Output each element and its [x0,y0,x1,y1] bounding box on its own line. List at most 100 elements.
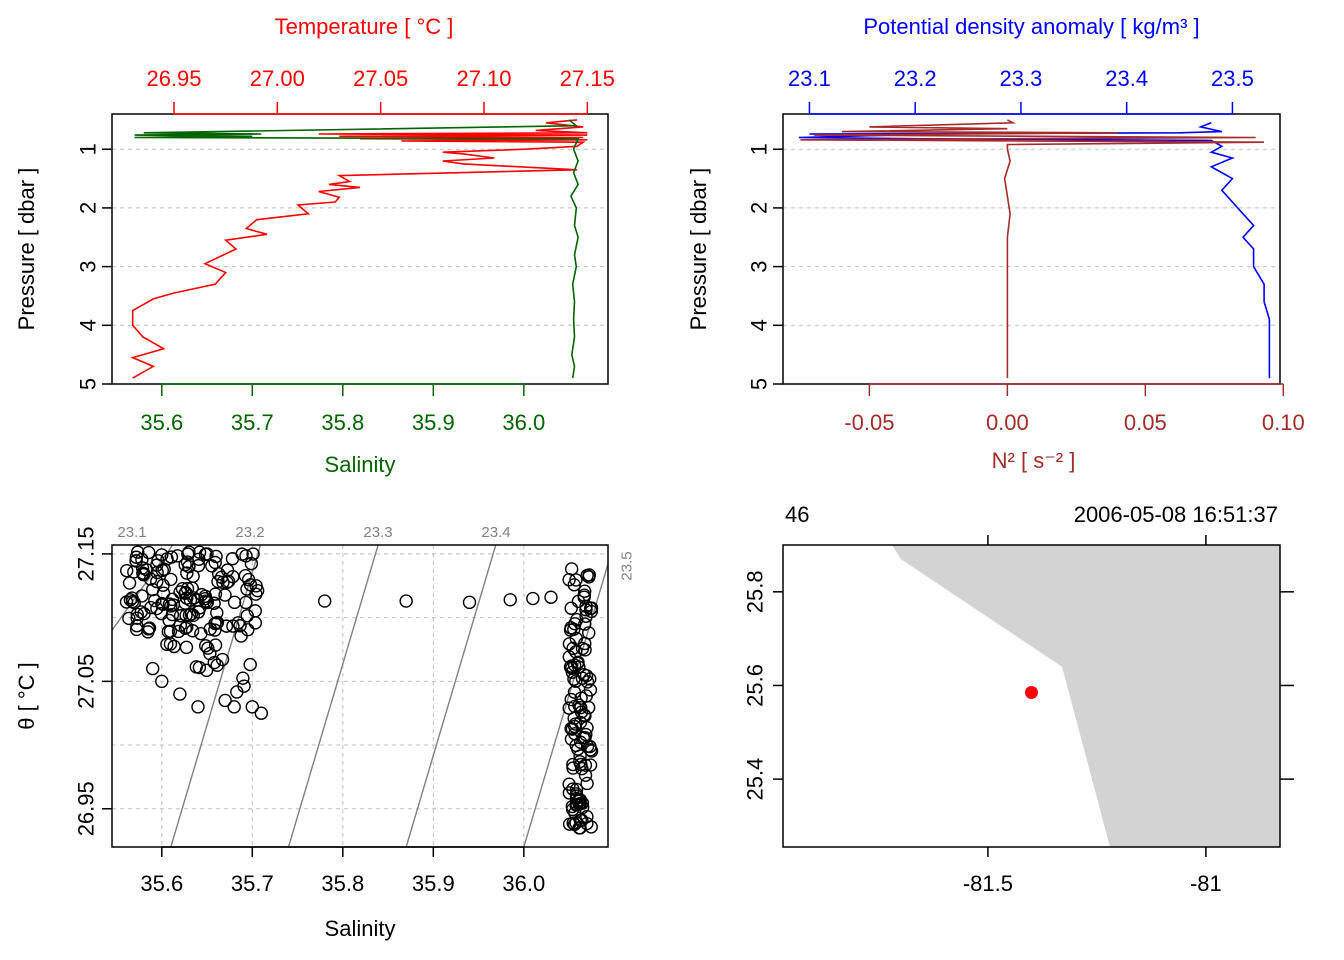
ts-point [164,572,178,587]
ts-point [171,624,186,639]
y-tick-label: 25.6 [743,664,768,707]
ts-point [130,607,144,622]
ts-point [226,569,240,584]
ts-point [565,661,579,675]
ts-point [562,573,576,587]
ts-point [569,645,583,659]
ts-point [180,566,194,580]
x-tick-label: -81 [1190,871,1222,896]
ts-point [173,687,187,701]
bottom-axis-title: N² [ s⁻² ] [992,448,1076,473]
ts-point [576,800,590,815]
ts-point [218,588,232,602]
ts-point [120,563,134,578]
top-tick-label: 23.3 [1000,66,1043,91]
ts-point [127,565,141,579]
ts-point [234,629,248,643]
ts-point [122,611,136,626]
ts-point [131,545,145,559]
y-tick-label: 4 [76,319,101,331]
ts-point [156,597,170,611]
salinity-profile-line [134,119,580,379]
y-axis-title: Pressure [ dbar ] [686,168,711,331]
ts-point [579,689,593,703]
ts-point [185,624,200,638]
y-tick-label: 25.8 [743,570,768,613]
ts-point [318,594,332,608]
y-tick-label: 27.05 [74,654,99,709]
ts-point [208,555,222,570]
ts-point [130,611,144,625]
ts-point [572,698,586,713]
isopycnal-label: 23.3 [363,524,392,541]
ts-point [579,668,594,683]
ts-point [566,757,580,772]
ts-point [573,749,587,763]
ts-point [243,657,257,672]
ts-point [180,581,195,596]
ts-point [173,609,188,623]
ts-point [238,568,253,583]
y-axis-title: Pressure [ dbar ] [14,168,39,331]
ts-point [580,809,594,824]
ts-point [239,549,253,563]
ts-point [583,672,597,686]
y-tick-label: 3 [747,260,772,272]
ts-point [562,786,577,800]
ts-point [231,616,245,630]
station-marker [1025,685,1038,699]
y-tick-label: 2 [76,202,101,214]
isopycnal-line [287,545,379,847]
ts-point [578,617,592,631]
ts-point [122,576,137,590]
y-tick-label: 1 [76,143,101,155]
ts-point [562,817,577,831]
y-tick-label: 1 [747,143,772,155]
top-tick-label: 23.1 [788,66,831,91]
y-tick-label: 3 [76,260,101,272]
ts-point [462,595,477,610]
ts-point [150,565,164,580]
ts-point [191,700,205,714]
ts-point [210,606,224,620]
ts-point [575,641,590,656]
bottom-tick-label: 35.8 [321,410,364,435]
isopycnal-label: 23.1 [117,524,146,541]
bottom-tick-label: -0.05 [844,410,894,435]
ts-point [566,802,580,817]
ts-point [575,761,589,776]
x-tick-label: 35.9 [412,871,455,896]
ts-diagram-panel: 23.1 23.2 23.3 23.4 23.5 35.6 35.7 35.8 35.9 36.0… [14,524,635,941]
ts-point [141,625,155,639]
x-tick-label: 35.6 [140,871,183,896]
isopycnal-label: 23.2 [235,524,264,541]
ts-point [544,590,558,604]
ts-point [566,641,580,656]
top-tick-label: 27.15 [560,66,615,91]
ts-point [203,646,217,661]
top-tick-label: 27.05 [353,66,408,91]
ts-point [167,639,181,654]
ts-point [184,607,199,621]
ts-point [227,700,241,714]
ts-point [199,639,213,653]
ts-point [245,700,259,714]
isopycnal-line [112,545,174,631]
y-tick-label: 4 [747,319,772,331]
ts-point [248,616,263,630]
ts-point [578,584,592,598]
ts-point [573,715,588,730]
map-frame [782,544,1281,848]
ts-point [575,796,590,810]
ts-point [233,619,247,633]
x-tick-label: -81.5 [963,871,1013,896]
ts-point [144,600,158,615]
ts-point [564,732,579,746]
station-map-panel: -81.5 -81 25.4 25.6 25.8 46 2006-05-08 16:51:3… [743,502,1294,896]
ts-point [211,574,225,589]
ts-point [227,595,242,610]
ts-point [200,595,214,610]
ts-point [150,574,164,589]
ts-point [154,606,169,621]
